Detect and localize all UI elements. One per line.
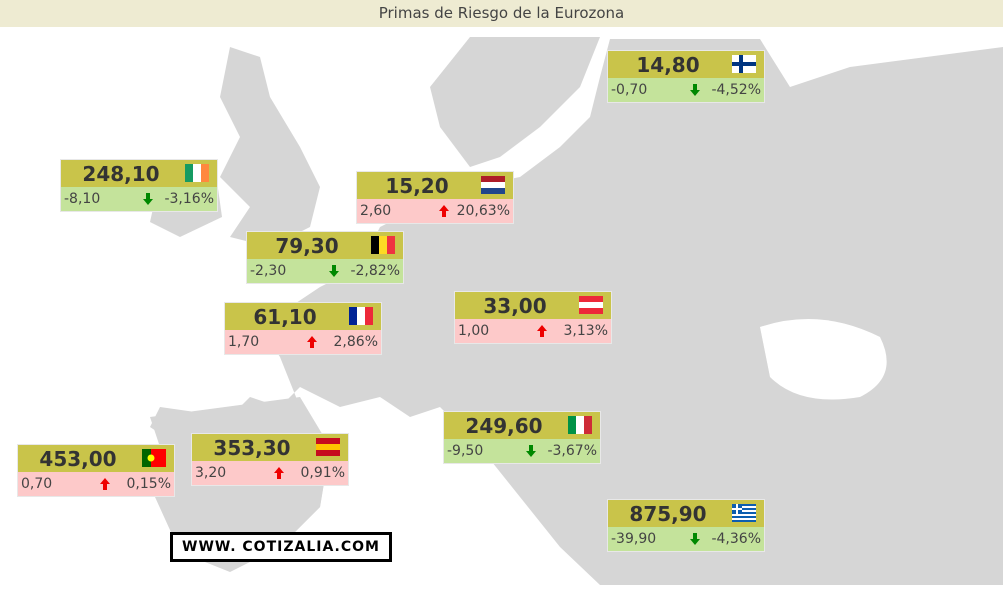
percent: -4,36% xyxy=(711,531,761,547)
arrow-up xyxy=(439,205,449,217)
box-top: 14,80 xyxy=(608,51,764,78)
percent: -4,52% xyxy=(711,82,761,98)
risk-box: 15,20 2,60 20,63% xyxy=(356,171,514,224)
box-top: 249,60 xyxy=(444,412,600,439)
flag xyxy=(371,236,395,254)
flag xyxy=(316,438,340,456)
change: 3,20 xyxy=(195,465,227,481)
risk-box: 61,10 1,70 2,86% xyxy=(224,302,382,355)
percent: 2,86% xyxy=(333,334,378,350)
risk-box: 248,10 -8,10 -3,16% xyxy=(60,159,218,212)
flag xyxy=(732,55,756,73)
box-top: 875,90 xyxy=(608,500,764,527)
box-bottom: -9,50 -3,67% xyxy=(444,439,600,463)
box-bottom: 1,70 2,86% xyxy=(225,330,381,354)
website-label: WWW. COTIZALIA.COM xyxy=(170,532,392,562)
change: 1,00 xyxy=(458,323,490,339)
change: 2,60 xyxy=(360,203,392,219)
value: 875,90 xyxy=(629,502,707,526)
arrow-down xyxy=(690,84,700,96)
flag xyxy=(349,307,373,325)
flag xyxy=(579,296,603,314)
sea xyxy=(760,319,887,400)
flag xyxy=(481,176,505,194)
box-bottom: -0,70 -4,52% xyxy=(608,78,764,102)
risk-box: 33,00 1,00 3,13% xyxy=(454,291,612,344)
flag xyxy=(568,416,592,434)
arrow-up xyxy=(307,336,317,348)
percent: 3,13% xyxy=(563,323,608,339)
change: -39,90 xyxy=(611,531,657,547)
percent: -3,16% xyxy=(164,191,214,207)
value: 33,00 xyxy=(483,294,547,318)
value: 249,60 xyxy=(465,414,543,438)
change: -9,50 xyxy=(447,443,484,459)
box-bottom: -8,10 -3,16% xyxy=(61,187,217,211)
change: -8,10 xyxy=(64,191,101,207)
arrow-down xyxy=(329,265,339,277)
header-title: Primas de Riesgo de la Eurozona xyxy=(0,0,1003,27)
arrow-up xyxy=(537,325,547,337)
value: 15,20 xyxy=(385,174,449,198)
change: 0,70 xyxy=(21,476,53,492)
box-top: 61,10 xyxy=(225,303,381,330)
risk-box: 453,00 0,70 0,15% xyxy=(17,444,175,497)
change: 1,70 xyxy=(228,334,260,350)
percent: -2,82% xyxy=(350,263,400,279)
percent: 0,15% xyxy=(126,476,171,492)
box-top: 248,10 xyxy=(61,160,217,187)
box-bottom: -2,30 -2,82% xyxy=(247,259,403,283)
box-top: 79,30 xyxy=(247,232,403,259)
risk-box: 79,30 -2,30 -2,82% xyxy=(246,231,404,284)
value: 61,10 xyxy=(253,305,317,329)
value: 353,30 xyxy=(213,436,291,460)
box-top: 353,30 xyxy=(192,434,348,461)
arrow-down xyxy=(143,193,153,205)
risk-box: 249,60 -9,50 -3,67% xyxy=(443,411,601,464)
risk-box: 353,30 3,20 0,91% xyxy=(191,433,349,486)
arrow-up xyxy=(100,478,110,490)
value: 248,10 xyxy=(82,162,160,186)
box-bottom: 3,20 0,91% xyxy=(192,461,348,485)
percent: 20,63% xyxy=(456,203,510,219)
value: 79,30 xyxy=(275,234,339,258)
flag xyxy=(185,164,209,182)
arrow-down xyxy=(526,445,536,457)
box-bottom: 0,70 0,15% xyxy=(18,472,174,496)
value: 14,80 xyxy=(636,53,700,77)
box-top: 15,20 xyxy=(357,172,513,199)
box-top: 453,00 xyxy=(18,445,174,472)
box-bottom: 1,00 3,13% xyxy=(455,319,611,343)
land xyxy=(220,47,320,247)
flag xyxy=(732,504,756,522)
risk-box: 875,90 -39,90 -4,36% xyxy=(607,499,765,552)
risk-box: 14,80 -0,70 -4,52% xyxy=(607,50,765,103)
land xyxy=(430,37,600,167)
percent: 0,91% xyxy=(300,465,345,481)
box-bottom: -39,90 -4,36% xyxy=(608,527,764,551)
flag xyxy=(142,449,166,467)
change: -0,70 xyxy=(611,82,648,98)
box-top: 33,00 xyxy=(455,292,611,319)
value: 453,00 xyxy=(39,447,117,471)
box-bottom: 2,60 20,63% xyxy=(357,199,513,223)
arrow-down xyxy=(690,533,700,545)
percent: -3,67% xyxy=(547,443,597,459)
arrow-up xyxy=(274,467,284,479)
change: -2,30 xyxy=(250,263,287,279)
